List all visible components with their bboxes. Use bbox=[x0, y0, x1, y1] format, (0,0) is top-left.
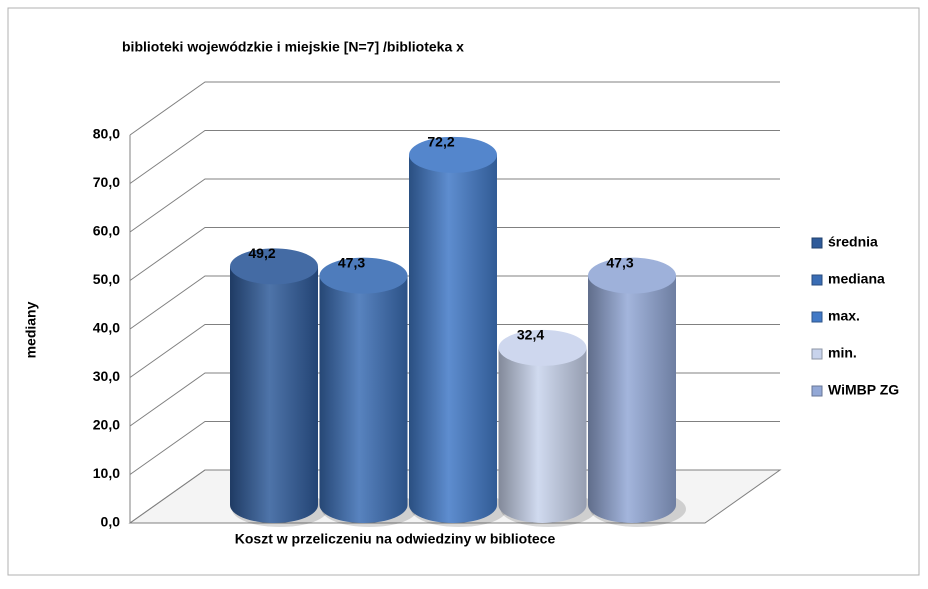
bar bbox=[498, 329, 597, 527]
grid-line bbox=[129, 178, 780, 233]
bar-body bbox=[498, 347, 587, 523]
legend-swatch bbox=[811, 348, 823, 360]
legend-label: średnia bbox=[828, 234, 878, 250]
bar-body bbox=[230, 266, 318, 523]
bar-body bbox=[319, 275, 408, 523]
y-tick-label: 50,0 bbox=[93, 271, 120, 287]
legend-swatch bbox=[811, 274, 823, 286]
value-label: 47,3 bbox=[338, 254, 365, 270]
bar-body bbox=[588, 275, 676, 523]
y-tick-label: 0,0 bbox=[101, 514, 121, 530]
bar bbox=[409, 136, 507, 527]
legend-swatch bbox=[811, 385, 823, 397]
y-tick-label: 80,0 bbox=[93, 126, 120, 142]
bar-top bbox=[319, 257, 408, 294]
value-label: 32,4 bbox=[517, 327, 544, 343]
bar bbox=[230, 248, 328, 527]
bar bbox=[588, 257, 686, 527]
legend-label: max. bbox=[828, 308, 860, 324]
grid-line bbox=[129, 81, 780, 136]
bar-top bbox=[230, 248, 318, 285]
y-tick-label: 10,0 bbox=[93, 465, 120, 481]
legend-label: min. bbox=[828, 345, 857, 361]
legend-swatch bbox=[811, 237, 823, 249]
y-tick-label: 30,0 bbox=[93, 368, 120, 384]
bar bbox=[319, 257, 418, 527]
bar-top bbox=[588, 257, 676, 294]
value-label: 47,3 bbox=[606, 254, 633, 270]
grid-line bbox=[129, 227, 780, 281]
bar-top bbox=[409, 136, 497, 173]
y-axis-title: mediany bbox=[23, 301, 39, 358]
value-label: 49,2 bbox=[248, 245, 275, 261]
legend-swatch bbox=[811, 311, 823, 323]
y-tick-label: 40,0 bbox=[93, 320, 120, 336]
legend-label: mediana bbox=[828, 271, 885, 287]
chart-title: biblioteki wojewódzkie i miejskie [N=7] … bbox=[122, 39, 464, 55]
y-tick-label: 70,0 bbox=[93, 174, 120, 190]
y-tick-label: 60,0 bbox=[93, 223, 120, 239]
x-tick-label: Koszt w przeliczeniu na odwiedziny w bib… bbox=[235, 531, 556, 547]
y-tick-label: 20,0 bbox=[93, 417, 120, 433]
legend-label: WiMBP ZG bbox=[828, 382, 899, 398]
grid-line bbox=[129, 130, 780, 184]
value-label: 72,2 bbox=[427, 134, 454, 150]
bar-body bbox=[409, 154, 497, 523]
bar-top bbox=[498, 329, 587, 366]
